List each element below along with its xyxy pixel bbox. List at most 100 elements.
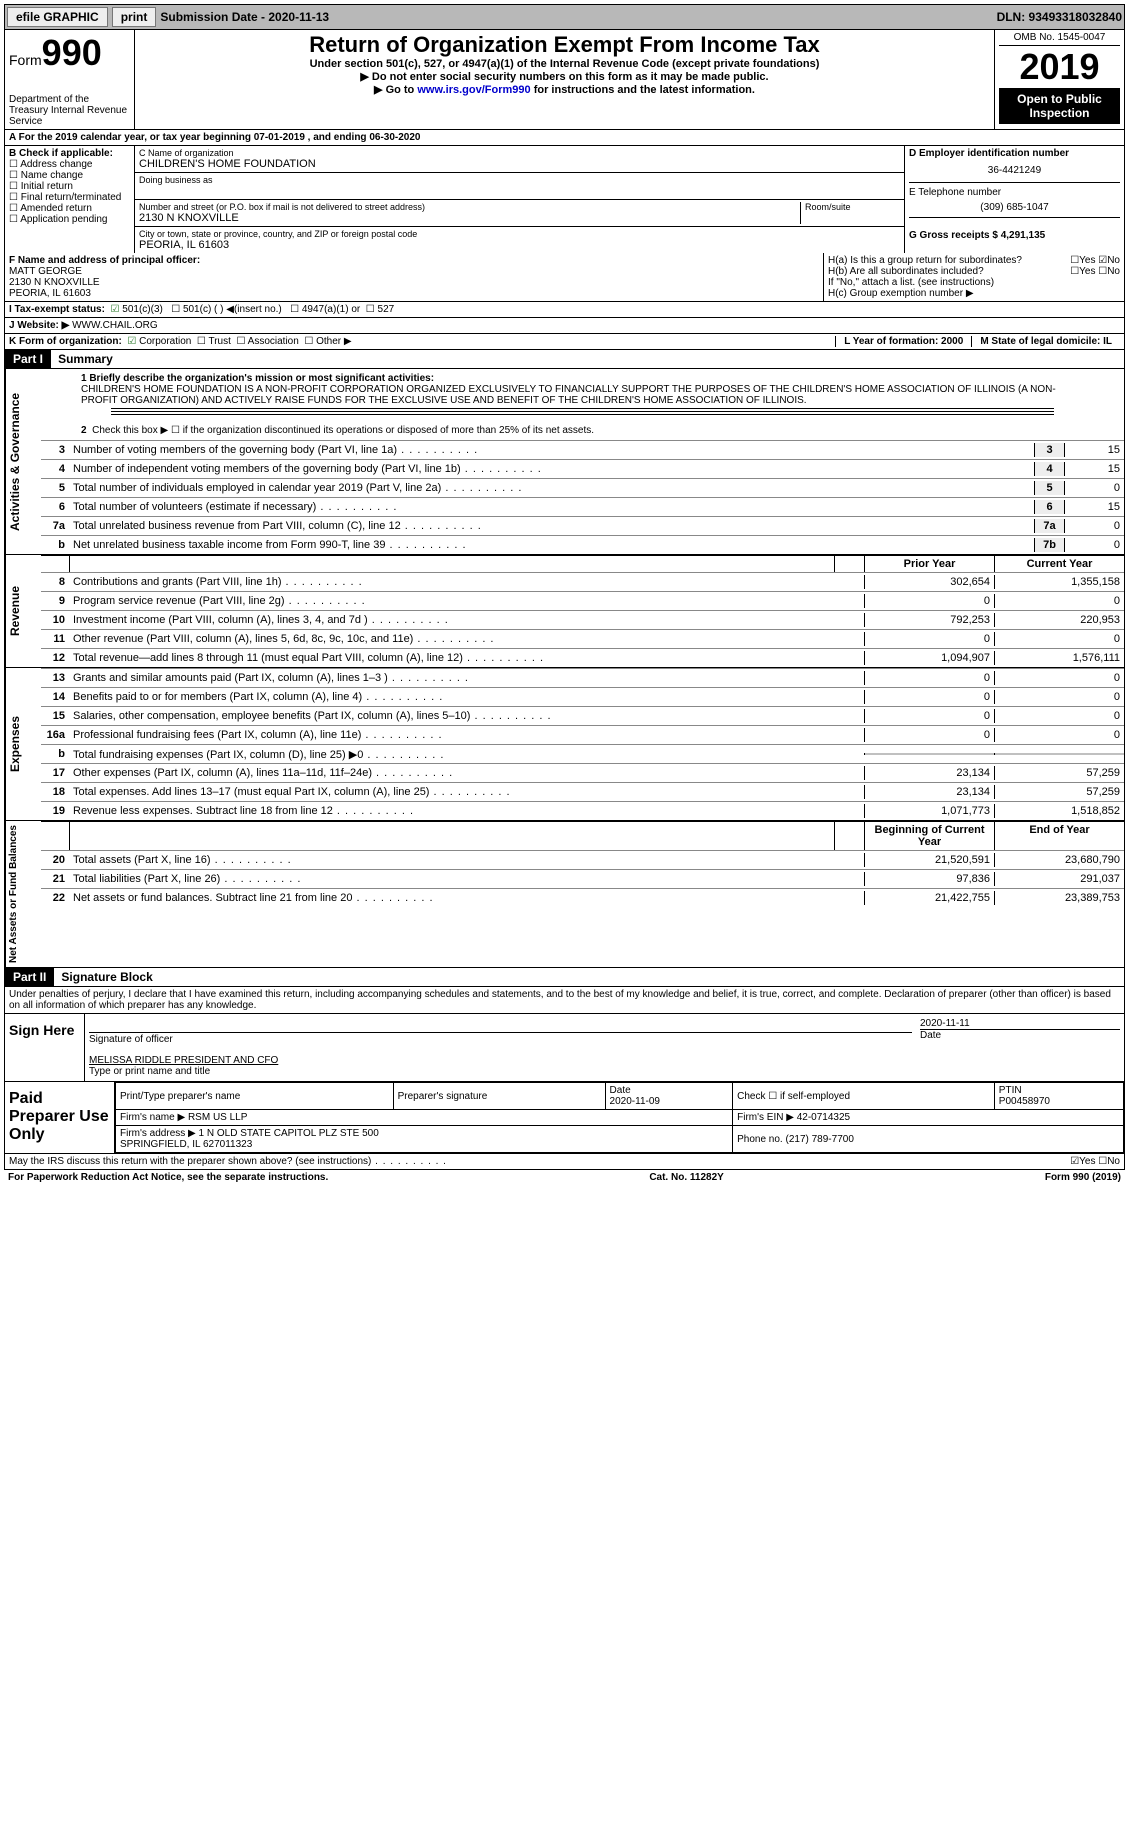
chk-amended[interactable]: Amended return [9,203,130,214]
chk-final-return[interactable]: Final return/terminated [9,192,130,203]
chk-address-change[interactable]: Address change [9,159,130,170]
chk-assoc[interactable]: Association [236,336,298,347]
chk-other[interactable]: Other ▶ [304,336,351,347]
tax-status-label: I Tax-exempt status: [9,304,105,315]
chk-trust[interactable]: Trust [197,336,231,347]
line-gap [834,600,864,602]
discuss-row: May the IRS discuss this return with the… [4,1154,1125,1170]
sign-here-label: Sign Here [5,1014,85,1081]
current-year-val: 0 [994,728,1124,742]
chk-527[interactable]: 527 [366,304,394,315]
chk-name-change[interactable]: Name change [9,170,130,181]
open-to-public: Open to Public Inspection [999,88,1120,124]
prior-year-val: 0 [864,671,994,685]
hb-answer: ☐Yes ☐No [1070,266,1120,277]
chk-501c[interactable]: 501(c) ( ) ◀(insert no.) [171,304,282,315]
chk-initial-return[interactable]: Initial return [9,181,130,192]
line-gap [834,791,864,793]
line-text: Total fundraising expenses (Part IX, col… [69,747,834,762]
current-year-val: 57,259 [994,785,1124,799]
line-text: Grants and similar amounts paid (Part IX… [69,671,834,685]
line-num: 4 [41,462,69,476]
dept-label: Department of the Treasury Internal Reve… [9,94,130,127]
current-year-val: 1,518,852 [994,804,1124,818]
officer-name: MATT GEORGE [9,266,819,277]
line-text: Number of independent voting members of … [69,462,1034,476]
line-val: 15 [1064,500,1124,514]
line-text: Net assets or fund balances. Subtract li… [69,891,834,905]
prior-year-val: 1,094,907 [864,651,994,665]
line-val: 0 [1064,538,1124,552]
firm-ein: 42-0714325 [797,1112,850,1123]
line-gap [834,715,864,717]
chk-app-pending[interactable]: Application pending [9,214,130,225]
line-val: 15 [1064,443,1124,457]
street-address: 2130 N KNOXVILLE [139,212,800,224]
prior-year-hdr: Prior Year [864,556,994,572]
prior-year-val: 792,253 [864,613,994,627]
discuss-answer: ☑Yes ☐No [1070,1156,1120,1167]
ha-answer: ☐Yes ☑No [1070,255,1120,266]
declaration: Under penalties of perjury, I declare th… [5,987,1124,1013]
line-text: Total liabilities (Part X, line 26) [69,872,834,886]
chk-corp[interactable]: Corporation [127,336,191,347]
line-box: 3 [1034,443,1064,457]
print-button[interactable]: print [112,7,157,27]
ein: 36-4421249 [909,159,1120,182]
current-year-val: 0 [994,690,1124,704]
current-year-val: 0 [994,632,1124,646]
prior-year-val: 0 [864,690,994,704]
phone-label: E Telephone number [909,182,1120,198]
line-gap [834,897,864,899]
sig-date: 2020-11-11 [920,1018,1120,1029]
prior-year-val: 0 [864,709,994,723]
firm-phone-label: Phone no. [737,1134,783,1145]
current-year-val: 1,355,158 [994,575,1124,589]
hc-label: H(c) Group exemption number ▶ [828,288,1120,299]
website-url[interactable]: WWW.CHAIL.ORG [72,320,158,331]
website-label: J Website: ▶ [9,320,69,331]
sig-date-label: Date [920,1029,1120,1041]
line-gap [834,677,864,679]
line-num: 7a [41,519,69,533]
state-domicile: M State of legal domicile: IL [971,336,1120,347]
line-gap [834,753,864,755]
prior-year-val: 97,836 [864,872,994,886]
line-text: Net unrelated business taxable income fr… [69,538,1034,552]
line-box: 4 [1034,462,1064,476]
vlabel-expenses: Expenses [5,668,41,820]
line-gap [834,859,864,861]
form-num: 990 [42,32,102,73]
prior-year-val: 23,134 [864,785,994,799]
entity-box: B Check if applicable: Address change Na… [4,146,1125,253]
part2-header: Part II Signature Block [4,968,1125,987]
addr-label: Number and street (or P.O. box if mail i… [139,202,800,212]
form-subtitle: Under section 501(c), 527, or 4947(a)(1)… [139,58,990,70]
chk-501c3[interactable]: 501(c)(3) [111,304,163,315]
mission-text: CHILDREN'S HOME FOUNDATION IS A NON-PROF… [81,384,1056,406]
prep-self-employed: Check ☐ if self-employed [733,1083,995,1110]
line-text: Total number of individuals employed in … [69,481,1034,495]
line-box: 7a [1034,519,1064,533]
line-text: Program service revenue (Part VIII, line… [69,594,834,608]
footer: For Paperwork Reduction Act Notice, see … [4,1170,1125,1185]
efile-label: efile GRAPHIC [7,7,108,27]
line-gap [834,810,864,812]
dba-label: Doing business as [139,175,900,185]
firm-phone: (217) 789-7700 [786,1134,854,1145]
chk-4947[interactable]: 4947(a)(1) or [290,304,360,315]
firm-name-label: Firm's name ▶ [120,1112,185,1123]
line-num: 21 [41,872,69,886]
line2: 2 Check this box ▶ ☐ if the organization… [41,421,1124,440]
hb-label: H(b) Are all subordinates included? [828,266,984,277]
line2-text: Check this box ▶ ☐ if the organization d… [92,425,594,436]
org-name-label: C Name of organization [139,148,900,158]
line-gap [834,619,864,621]
paid-preparer-label: Paid Preparer Use Only [5,1082,115,1153]
omb-number: OMB No. 1545-0047 [999,32,1120,46]
submission-date: Submission Date - 2020-11-13 [160,10,329,24]
line-box: 6 [1034,500,1064,514]
current-year-val: 291,037 [994,872,1124,886]
instructions-link[interactable]: www.irs.gov/Form990 [417,84,530,96]
city-state-zip: PEORIA, IL 61603 [139,239,900,251]
